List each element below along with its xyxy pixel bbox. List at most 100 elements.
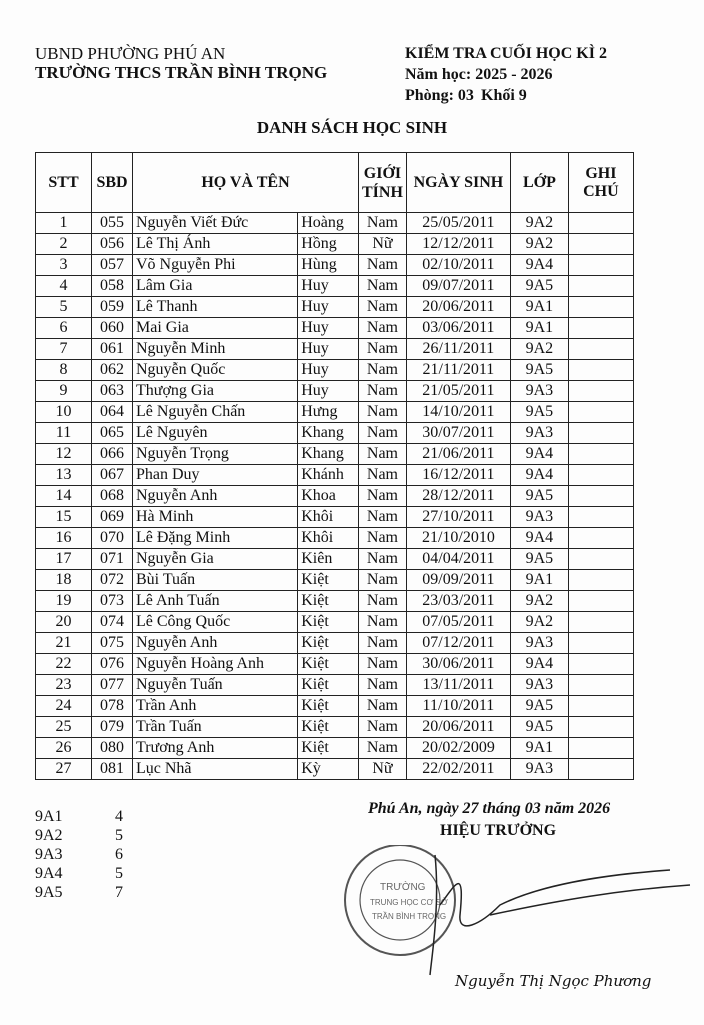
cell-note <box>567 443 634 465</box>
table-row: 10 064 Lê Nguyễn Chấn Hưng Nam 14/10/2011 9A5 <box>35 401 634 423</box>
cell-sbd: 075 <box>91 632 133 654</box>
cell-first-name: Huy <box>297 359 359 381</box>
class-label: 9A1 <box>35 808 63 825</box>
cell-stt: 3 <box>35 254 92 276</box>
cell-last-name: Trần Anh <box>131 695 298 717</box>
cell-last-name: Nguyễn Trọng <box>131 443 298 465</box>
class-count: 9A5 7 <box>35 884 123 902</box>
signer-position: HIỆU TRƯỞNG <box>440 822 557 839</box>
col-gender-line2: TÍNH <box>362 183 403 201</box>
class-count: 9A1 4 <box>35 808 123 826</box>
cell-stt: 11 <box>35 422 92 444</box>
cell-class: 9A3 <box>509 506 569 528</box>
cell-dob: 07/05/2011 <box>405 611 511 633</box>
cell-sbd: 081 <box>91 758 133 780</box>
cell-sbd: 079 <box>91 716 133 738</box>
cell-gender: Nam <box>358 422 407 444</box>
cell-class: 9A3 <box>509 674 569 696</box>
school-name: TRƯỜNG THCS TRẦN BÌNH TRỌNG <box>35 63 328 82</box>
cell-sbd: 080 <box>91 737 133 759</box>
authority-name: UBND PHƯỜNG PHÚ AN <box>35 44 226 63</box>
cell-last-name: Lê Đặng Minh <box>131 527 298 549</box>
cell-class: 9A2 <box>509 212 569 234</box>
cell-first-name: Kiệt <box>297 653 359 675</box>
col-dob: NGÀY SINH <box>405 152 511 213</box>
cell-sbd: 060 <box>91 317 133 339</box>
school-year: Năm học: 2025 - 2026 <box>405 66 553 83</box>
table-row: 8 062 Nguyễn Quốc Huy Nam 21/11/2011 9A5 <box>35 359 634 381</box>
cell-gender: Nam <box>358 254 407 276</box>
cell-gender: Nam <box>358 380 407 402</box>
cell-dob: 22/02/2011 <box>405 758 511 780</box>
cell-stt: 7 <box>35 338 92 360</box>
cell-sbd: 063 <box>91 380 133 402</box>
cell-note <box>567 527 634 549</box>
cell-class: 9A3 <box>509 632 569 654</box>
table-row: 5 059 Lê Thanh Huy Nam 20/06/2011 9A1 <box>35 296 634 318</box>
cell-sbd: 058 <box>91 275 133 297</box>
cell-note <box>567 758 634 780</box>
cell-gender: Nam <box>358 695 407 717</box>
cell-sbd: 070 <box>91 527 133 549</box>
cell-class: 9A5 <box>509 359 569 381</box>
col-stt: STT <box>35 152 92 213</box>
table-row: 12 066 Nguyễn Trọng Khang Nam 21/06/2011 9A4 <box>35 443 634 465</box>
cell-first-name: Khánh <box>297 464 359 486</box>
table-row: 21 075 Nguyễn Anh Kiệt Nam 07/12/2011 9A3 <box>35 632 634 654</box>
cell-last-name: Phan Duy <box>131 464 298 486</box>
cell-note <box>567 464 634 486</box>
table-row: 26 080 Trương Anh Kiệt Nam 20/02/2009 9A1 <box>35 737 634 759</box>
cell-class: 9A4 <box>509 464 569 486</box>
table-row: 7 061 Nguyễn Minh Huy Nam 26/11/2011 9A2 <box>35 338 634 360</box>
table-row: 14 068 Nguyễn Anh Khoa Nam 28/12/2011 9A5 <box>35 485 634 507</box>
svg-text:TRUNG HỌC CƠ SỞ: TRUNG HỌC CƠ SỞ <box>370 898 448 907</box>
cell-last-name: Mai Gia <box>131 317 298 339</box>
cell-dob: 16/12/2011 <box>405 464 511 486</box>
cell-stt: 16 <box>35 527 92 549</box>
cell-gender: Nam <box>358 548 407 570</box>
cell-last-name: Nguyễn Tuấn <box>131 674 298 696</box>
cell-dob: 20/06/2011 <box>405 296 511 318</box>
cell-gender: Nam <box>358 338 407 360</box>
cell-last-name: Lâm Gia <box>131 275 298 297</box>
col-gender: GIỚI TÍNH <box>358 152 407 213</box>
cell-note <box>567 548 634 570</box>
cell-last-name: Nguyễn Hoàng Anh <box>131 653 298 675</box>
class-label: 9A5 <box>35 884 63 901</box>
cell-first-name: Khang <box>297 443 359 465</box>
cell-class: 9A3 <box>509 758 569 780</box>
class-total: 7 <box>115 884 123 901</box>
table-row: 9 063 Thượng Gia Huy Nam 21/05/2011 9A3 <box>35 380 634 402</box>
cell-sbd: 065 <box>91 422 133 444</box>
cell-gender: Nam <box>358 464 407 486</box>
cell-gender: Nam <box>358 212 407 234</box>
cell-dob: 07/12/2011 <box>405 632 511 654</box>
cell-first-name: Khang <box>297 422 359 444</box>
cell-sbd: 061 <box>91 338 133 360</box>
cell-stt: 17 <box>35 548 92 570</box>
cell-sbd: 055 <box>91 212 133 234</box>
cell-sbd: 068 <box>91 485 133 507</box>
cell-last-name: Nguyễn Gia <box>131 548 298 570</box>
table-row: 25 079 Trần Tuấn Kiệt Nam 20/06/2011 9A5 <box>35 716 634 738</box>
cell-class: 9A5 <box>509 695 569 717</box>
cell-stt: 20 <box>35 611 92 633</box>
cell-first-name: Kiệt <box>297 632 359 654</box>
cell-sbd: 066 <box>91 443 133 465</box>
cell-first-name: Huy <box>297 380 359 402</box>
cell-sbd: 069 <box>91 506 133 528</box>
cell-stt: 4 <box>35 275 92 297</box>
cell-first-name: Huy <box>297 317 359 339</box>
cell-note <box>567 422 634 444</box>
cell-class: 9A4 <box>509 254 569 276</box>
table-row: 22 076 Nguyễn Hoàng Anh Kiệt Nam 30/06/2011 9A… <box>35 653 634 675</box>
cell-first-name: Hồng <box>297 233 359 255</box>
cell-stt: 26 <box>35 737 92 759</box>
cell-sbd: 077 <box>91 674 133 696</box>
stamp-and-signature: TRƯỜNG TRUNG HỌC CƠ SỞ TRẦN BÌNH TRỌNG <box>344 845 691 976</box>
stamp-icon: TRƯỜNG TRUNG HỌC CƠ SỞ TRẦN BÌNH TRỌNG <box>344 845 456 956</box>
cell-last-name: Thượng Gia <box>131 380 298 402</box>
col-gender-line1: GIỚI <box>363 164 402 182</box>
cell-note <box>567 674 634 696</box>
cell-last-name: Lê Công Quốc <box>131 611 298 633</box>
